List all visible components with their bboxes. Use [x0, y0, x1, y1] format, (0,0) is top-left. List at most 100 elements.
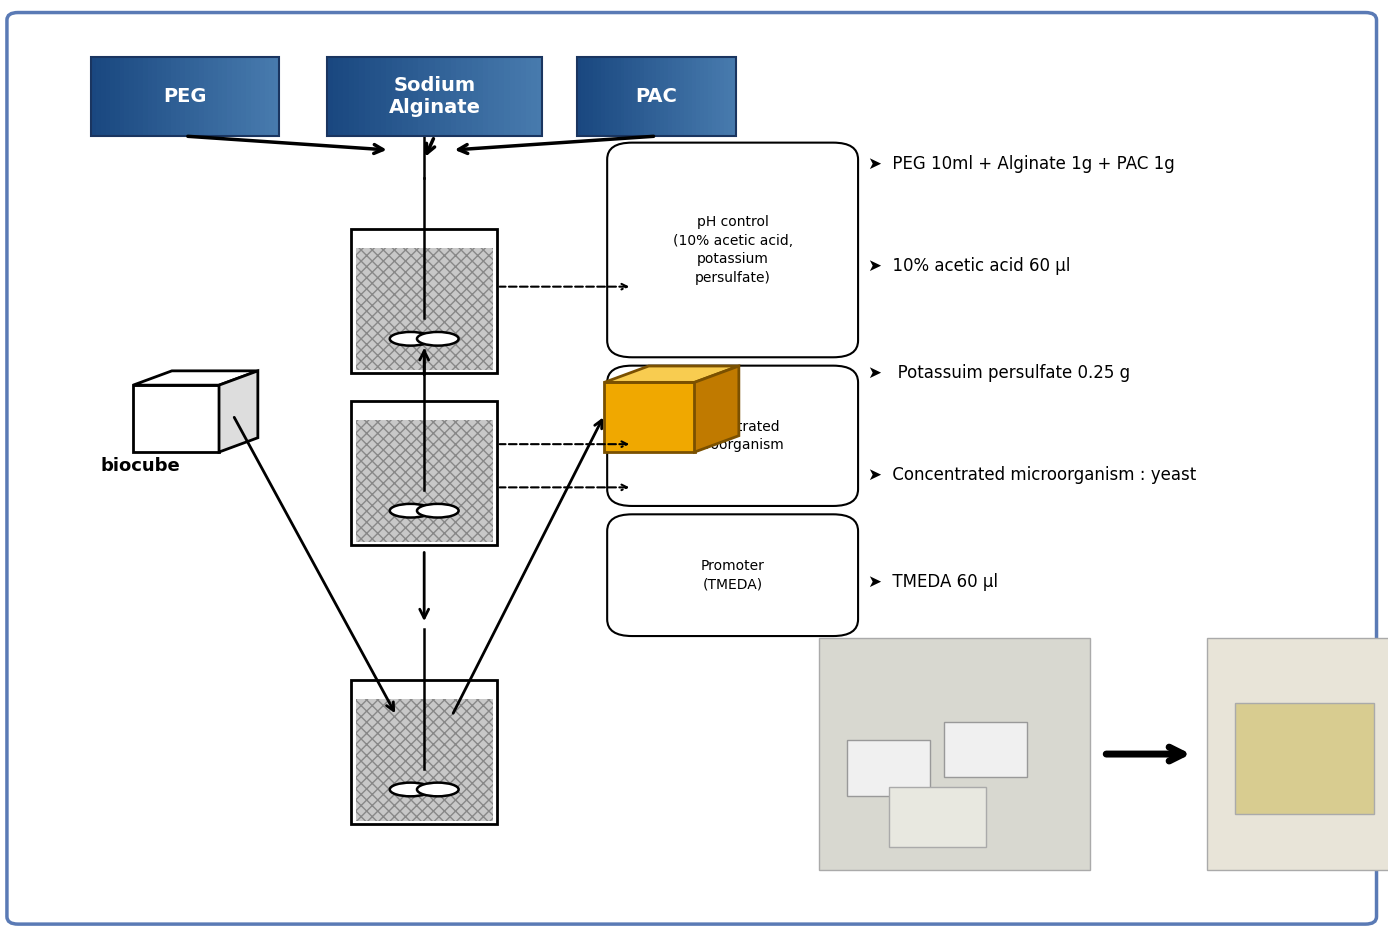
- Bar: [264, 57, 271, 136]
- FancyBboxPatch shape: [7, 12, 1376, 925]
- Bar: [467, 57, 474, 136]
- Bar: [700, 57, 706, 136]
- Bar: [424, 57, 431, 136]
- Bar: [343, 57, 350, 136]
- Bar: [92, 57, 97, 136]
- Bar: [653, 57, 658, 136]
- Bar: [704, 57, 710, 136]
- Bar: [604, 57, 610, 136]
- Bar: [375, 57, 382, 136]
- Ellipse shape: [417, 783, 458, 796]
- Ellipse shape: [390, 332, 432, 346]
- Bar: [660, 57, 665, 136]
- Bar: [717, 57, 721, 136]
- Bar: [332, 57, 339, 136]
- Bar: [689, 57, 693, 136]
- Text: ➤  10% acetic acid 60 μl: ➤ 10% acetic acid 60 μl: [868, 257, 1070, 275]
- Bar: [515, 57, 522, 136]
- Bar: [472, 57, 479, 136]
- Bar: [185, 57, 192, 136]
- Bar: [640, 57, 646, 136]
- Bar: [628, 57, 633, 136]
- Bar: [403, 57, 410, 136]
- Bar: [354, 57, 361, 136]
- Bar: [536, 57, 543, 136]
- Bar: [418, 57, 425, 136]
- Bar: [681, 57, 686, 136]
- Bar: [129, 57, 135, 136]
- Bar: [351, 401, 497, 545]
- FancyBboxPatch shape: [607, 365, 858, 506]
- Bar: [106, 57, 111, 136]
- Bar: [521, 57, 528, 136]
- Bar: [504, 57, 511, 136]
- Text: ➤   Potassuim persulfate 0.25 g: ➤ Potassuim persulfate 0.25 g: [868, 364, 1129, 382]
- Bar: [157, 57, 163, 136]
- Bar: [450, 57, 457, 136]
- Bar: [604, 382, 694, 452]
- FancyBboxPatch shape: [607, 143, 858, 357]
- FancyBboxPatch shape: [607, 514, 858, 636]
- Bar: [408, 57, 414, 136]
- Bar: [171, 57, 176, 136]
- Bar: [133, 385, 219, 452]
- Bar: [338, 57, 344, 136]
- Bar: [676, 57, 682, 136]
- Bar: [493, 57, 500, 136]
- Bar: [617, 57, 622, 136]
- Bar: [161, 57, 168, 136]
- Bar: [478, 57, 485, 136]
- Bar: [672, 57, 678, 136]
- Bar: [242, 57, 247, 136]
- Bar: [446, 57, 451, 136]
- Bar: [115, 57, 121, 136]
- Bar: [101, 57, 107, 136]
- Bar: [696, 57, 701, 136]
- Bar: [456, 57, 463, 136]
- Bar: [204, 57, 210, 136]
- Bar: [222, 57, 229, 136]
- Bar: [246, 57, 251, 136]
- Bar: [429, 57, 436, 136]
- Bar: [889, 787, 986, 847]
- Bar: [600, 57, 606, 136]
- Bar: [461, 57, 468, 136]
- Bar: [260, 57, 265, 136]
- Bar: [489, 57, 494, 136]
- Bar: [356, 248, 493, 370]
- Bar: [644, 57, 650, 136]
- Bar: [153, 57, 158, 136]
- Bar: [351, 229, 497, 373]
- Bar: [593, 57, 599, 136]
- Text: ➤  PEG 10ml + Alginate 1g + PAC 1g: ➤ PEG 10ml + Alginate 1g + PAC 1g: [868, 155, 1175, 173]
- Bar: [1235, 703, 1374, 815]
- Text: PEG: PEG: [164, 87, 207, 106]
- Bar: [110, 57, 117, 136]
- Bar: [945, 721, 1028, 777]
- Bar: [119, 57, 125, 136]
- Text: Concentrated
microorganism: Concentrated microorganism: [681, 419, 785, 452]
- Bar: [621, 57, 626, 136]
- Bar: [143, 57, 149, 136]
- Text: Sodium
Alginate: Sodium Alginate: [389, 76, 481, 117]
- Ellipse shape: [417, 332, 458, 346]
- Bar: [531, 57, 538, 136]
- Bar: [236, 57, 243, 136]
- Bar: [356, 419, 493, 542]
- Bar: [351, 679, 497, 824]
- Bar: [608, 57, 614, 136]
- Bar: [218, 57, 224, 136]
- Bar: [386, 57, 393, 136]
- Bar: [728, 57, 733, 136]
- Bar: [668, 57, 674, 136]
- Text: ➤  TMEDA 60 μl: ➤ TMEDA 60 μl: [868, 573, 997, 591]
- Bar: [526, 57, 532, 136]
- Text: Promoter
(TMEDA): Promoter (TMEDA): [700, 559, 764, 592]
- Bar: [139, 57, 144, 136]
- Polygon shape: [694, 366, 739, 452]
- Text: biocube: biocube: [100, 457, 181, 474]
- Bar: [499, 57, 506, 136]
- Bar: [369, 57, 376, 136]
- Bar: [732, 57, 738, 136]
- Bar: [435, 57, 442, 136]
